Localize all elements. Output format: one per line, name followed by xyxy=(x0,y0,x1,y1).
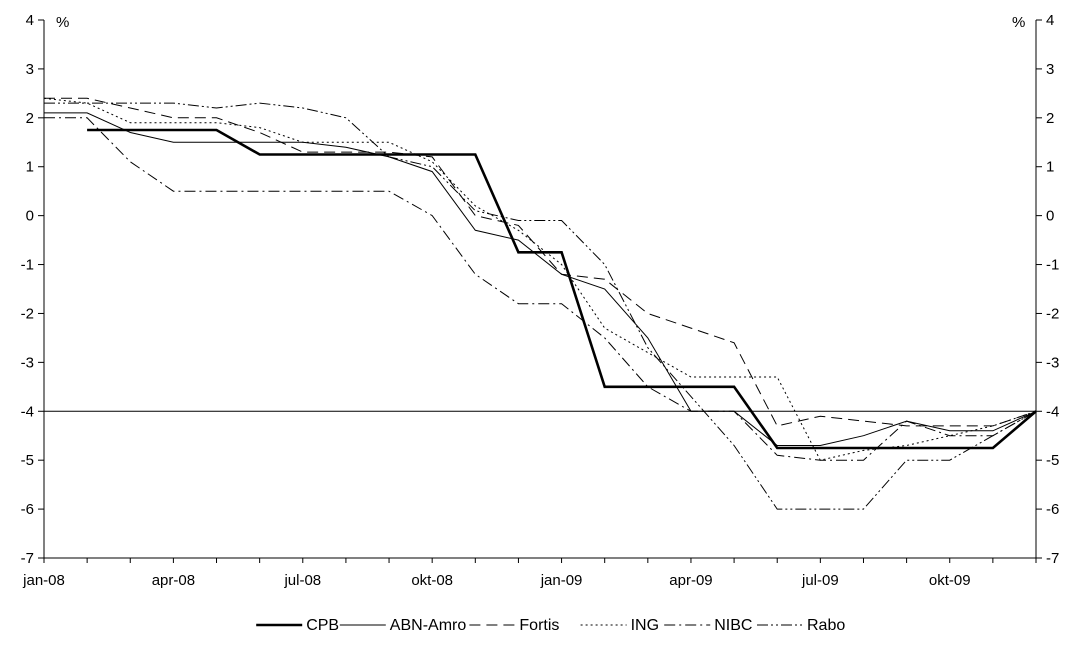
legend-label: ABN-Amro xyxy=(390,617,467,634)
left-y-tick-label: 3 xyxy=(26,61,34,78)
series-line-ing xyxy=(43,97,1037,461)
left-y-tick-label: -2 xyxy=(21,305,34,322)
x-tick-label: jan-09 xyxy=(540,572,583,589)
x-tick-label: okt-08 xyxy=(411,572,453,589)
left-y-tick-label: 1 xyxy=(26,159,34,176)
right-y-tick-label: 4 xyxy=(1046,12,1054,29)
right-y-tick-label: -6 xyxy=(1046,501,1059,518)
legend-label: ING xyxy=(631,617,659,634)
right-y-tick-label: -5 xyxy=(1046,452,1059,469)
right-axis-unit: % xyxy=(1012,14,1025,31)
x-tick-label: okt-09 xyxy=(929,572,971,589)
right-y-tick-label: -4 xyxy=(1046,403,1059,420)
legend-label: CPB xyxy=(306,617,339,634)
series-line-rabo xyxy=(44,102,1037,510)
x-tick-label: apr-09 xyxy=(669,572,712,589)
left-y-tick-label: -1 xyxy=(21,257,34,274)
left-y-tick-label: 0 xyxy=(26,208,34,225)
right-y-tick-label: 3 xyxy=(1046,61,1054,78)
left-y-tick-label: -4 xyxy=(21,403,34,420)
x-tick-label: jul-08 xyxy=(283,572,321,589)
legend-label: NIBC xyxy=(714,617,752,634)
left-y-tick-label: -3 xyxy=(21,354,34,371)
axis-layer: % % 4 4 3 3 2 2 1 1 0 0 -1 -1 -2 -2 -3 -3 -4 -4 -5 -5 -6 -6 -7… xyxy=(21,12,1060,589)
x-tick-label: jul-09 xyxy=(801,572,839,589)
left-y-tick-label: -7 xyxy=(21,550,34,567)
x-tick-label: jan-08 xyxy=(22,572,65,589)
plot-frame xyxy=(43,20,1037,559)
right-y-tick-label: -1 xyxy=(1046,257,1059,274)
left-y-tick-label: 4 xyxy=(26,12,34,29)
series-line-fortis xyxy=(44,97,1037,427)
legend-label: Rabo xyxy=(807,617,845,634)
series-line-cpb xyxy=(87,128,1037,450)
right-y-tick-label: -3 xyxy=(1046,354,1059,371)
right-y-tick-label: 1 xyxy=(1046,159,1054,176)
legend-label: Fortis xyxy=(519,617,559,634)
right-y-tick-label: 2 xyxy=(1046,110,1054,127)
left-y-tick-label: -5 xyxy=(21,452,34,469)
x-tick-label: apr-08 xyxy=(152,572,195,589)
right-y-tick-label: -2 xyxy=(1046,305,1059,322)
left-axis-unit: % xyxy=(56,14,69,31)
series-layer xyxy=(43,97,1037,510)
left-y-tick-label: 2 xyxy=(26,110,34,127)
series-line-abn-amro xyxy=(44,112,1037,446)
legend: CPB ABN-Amro Fortis ING NIBC Rabo xyxy=(256,617,845,634)
right-y-tick-label: -7 xyxy=(1046,550,1059,567)
right-y-tick-label: 0 xyxy=(1046,208,1054,225)
series-line-nibc xyxy=(44,117,1037,461)
left-y-tick-label: -6 xyxy=(21,501,34,518)
